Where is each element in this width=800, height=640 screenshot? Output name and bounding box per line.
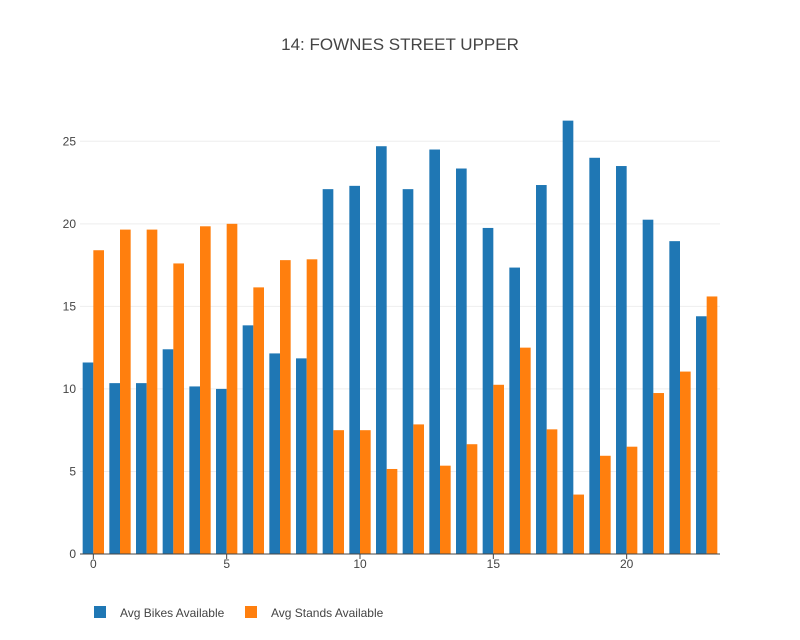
bar-stands-6 [253,287,264,554]
y-tick-label: 5 [69,464,76,478]
bar-bikes-5 [216,388,227,554]
x-tick-label: 5 [223,557,230,571]
bar-stands-8 [306,259,318,554]
bar-stands-9 [333,430,344,554]
grid-lines [80,140,720,472]
bar-stands-15 [493,384,504,554]
bar-stands-23 [706,296,718,554]
y-tick-label: 10 [63,382,77,396]
bar-stands-18 [573,494,584,554]
y-tick-label: 0 [69,547,76,561]
bar-stands-1 [120,229,131,554]
bar-bikes-18 [562,120,574,555]
bar-stands-0 [93,250,104,554]
bar-bikes-15 [482,227,494,555]
bar-bikes-11 [376,146,387,554]
bar-stands-5 [226,223,238,554]
legend: Avg Bikes Available Avg Stands Available [94,606,384,620]
bar-bikes-19 [589,157,600,555]
bar-stands-10 [360,430,371,554]
bar-bikes-13 [429,149,440,554]
y-tick-label: 25 [63,134,77,148]
bar-bikes-10 [349,185,360,554]
bar-stands-3 [173,263,184,554]
bar-bikes-7 [269,353,280,554]
bar-bikes-12 [402,189,414,554]
bar-bikes-8 [296,358,307,554]
bar-bikes-2 [136,383,147,554]
bar-bikes-9 [322,189,334,554]
bar-bikes-14 [456,168,467,554]
bar-bikes-0 [82,362,94,554]
bar-stands-11 [386,468,398,554]
y-tick-label: 15 [63,299,77,313]
bar-stands-7 [280,260,291,554]
x-tick-label: 20 [620,557,634,571]
bars [82,120,718,555]
x-tick-label: 15 [487,557,501,571]
x-axis-ticks: 0 5 10 15 20 [90,554,634,571]
bar-stands-19 [600,455,611,554]
bar-bikes-4 [189,386,200,554]
legend-label-0[interactable]: Avg Bikes Available [120,606,225,620]
y-axis-ticks: 0 5 10 15 20 25 [63,134,77,561]
bar-stands-2 [146,229,158,554]
bar-stands-21 [653,393,664,554]
bar-stands-12 [413,424,424,554]
bar-stands-17 [546,429,558,554]
bar-bikes-17 [536,185,547,554]
y-tick-label: 20 [63,217,77,231]
bar-bikes-22 [669,241,680,555]
bar-bikes-21 [642,219,654,554]
legend-swatch-1[interactable] [245,606,257,618]
bar-stands-16 [520,347,531,554]
bar-bikes-23 [696,316,707,554]
chart-title: 14: FOWNES STREET UPPER [281,35,519,54]
bar-bikes-3 [162,349,174,554]
bar-bikes-1 [109,383,120,554]
bar-stands-13 [440,465,451,554]
legend-swatch-0[interactable] [94,606,106,618]
x-tick-label: 0 [90,557,97,571]
bar-stands-20 [626,446,638,554]
bar-stands-22 [680,371,691,554]
bar-stands-14 [466,444,478,554]
x-tick-label: 10 [353,557,367,571]
legend-label-1[interactable]: Avg Stands Available [271,606,384,620]
bar-stands-4 [200,226,211,554]
bar-bikes-6 [242,325,254,554]
bar-bikes-20 [616,166,627,554]
bar-bikes-16 [509,267,520,554]
